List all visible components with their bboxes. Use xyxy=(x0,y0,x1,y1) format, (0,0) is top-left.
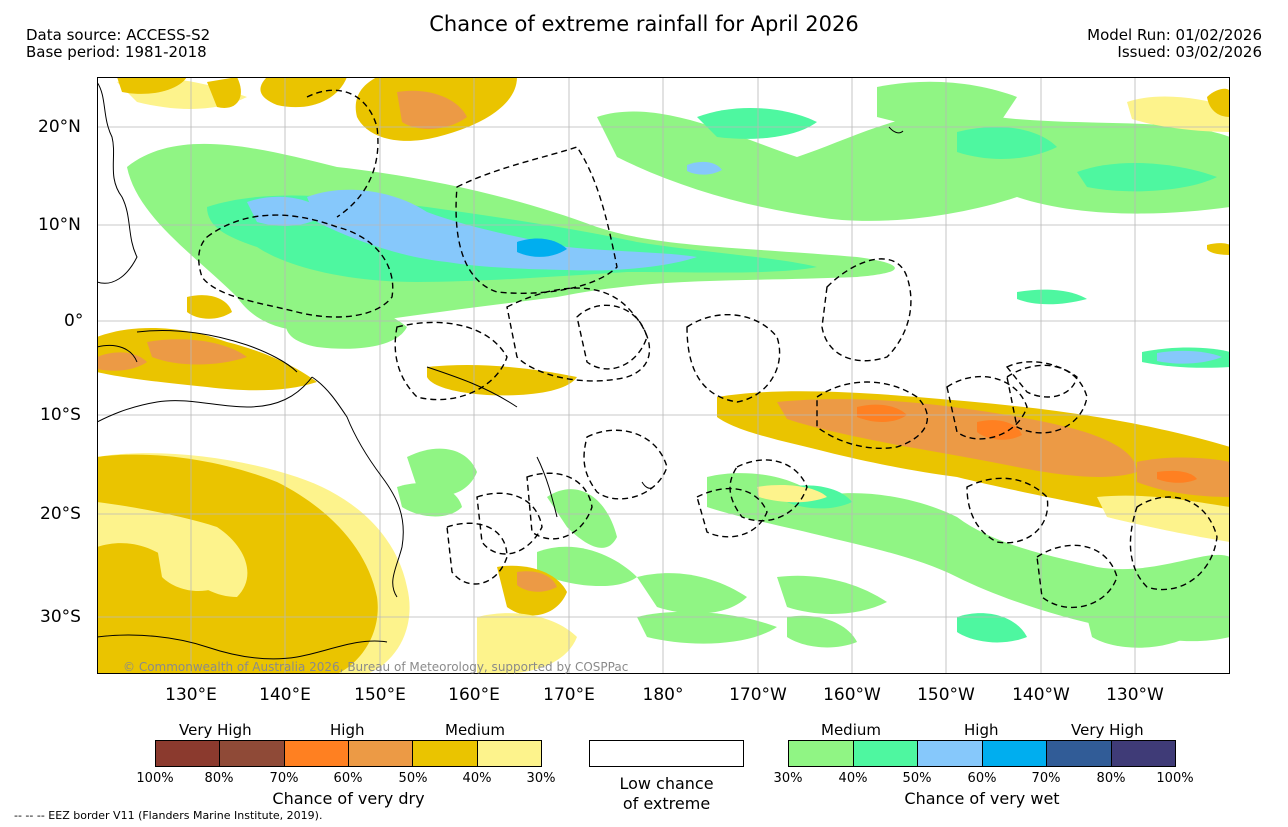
wet-swatch xyxy=(918,741,983,766)
wet-tick: 100% xyxy=(1156,771,1194,786)
dry-swatch xyxy=(348,741,414,766)
base-period: Base period: 1981-2018 xyxy=(26,43,207,61)
dry-swatch xyxy=(413,741,478,766)
dry-category-very-high: Very High xyxy=(179,721,252,739)
map-title: Chance of extreme rainfall for April 202… xyxy=(429,12,859,36)
dry-colorbar xyxy=(155,740,542,767)
wet-category-very-high: Very High xyxy=(1071,721,1144,739)
lat-label: 30°S xyxy=(40,607,81,627)
eez-borders xyxy=(198,89,1218,609)
rainfall-map xyxy=(97,77,1230,674)
lon-label: 140°E xyxy=(259,685,311,705)
lon-label: 170°W xyxy=(729,685,787,705)
wet-swatch xyxy=(1047,741,1112,766)
dry-tick: 50% xyxy=(398,771,428,786)
wet-swatch xyxy=(1111,741,1175,766)
dry-tick: 80% xyxy=(204,771,234,786)
grid-lines xyxy=(97,77,1230,674)
dry-yellow-areas xyxy=(97,77,1230,674)
coastlines xyxy=(97,81,904,660)
lat-label: 10°S xyxy=(40,405,81,425)
lon-label: 160°E xyxy=(448,685,500,705)
wet-tick: 80% xyxy=(1096,771,1126,786)
lon-label: 130°E xyxy=(165,685,217,705)
wet-category-high: High xyxy=(964,721,999,739)
dry-category-high: High xyxy=(330,721,365,739)
low-chance-label: Low chance xyxy=(619,774,714,793)
eez-note: -- -- -- EEZ border V11 (Flanders Marine… xyxy=(14,809,323,822)
wet-swatch xyxy=(853,741,918,766)
dry-category-medium: Medium xyxy=(445,721,505,739)
dry-legend-label: Chance of very dry xyxy=(272,789,425,808)
wet-category-medium: Medium xyxy=(821,721,881,739)
lat-label: 10°N xyxy=(38,215,81,235)
model-run: Model Run: 01/02/2026 xyxy=(1087,26,1262,44)
wet-tick: 40% xyxy=(838,771,868,786)
lon-label: 130°W xyxy=(1106,685,1164,705)
wet-tick: 30% xyxy=(773,771,803,786)
data-source: Data source: ACCESS-S2 xyxy=(26,26,211,44)
wet-swatch xyxy=(789,741,854,766)
wet-swatch xyxy=(982,741,1047,766)
issued-date: Issued: 03/02/2026 xyxy=(1117,43,1262,61)
dry-tick: 60% xyxy=(333,771,363,786)
lon-label: 150°E xyxy=(354,685,406,705)
lon-label: 140°W xyxy=(1012,685,1070,705)
lon-label: 170°E xyxy=(543,685,595,705)
dry-tick: 70% xyxy=(269,771,299,786)
lat-label: 0° xyxy=(64,311,84,331)
wet-colorbar xyxy=(788,740,1176,767)
lat-label: 20°S xyxy=(40,504,81,524)
lon-label: 160°W xyxy=(823,685,881,705)
wet-tick: 60% xyxy=(967,771,997,786)
low-chance-swatch xyxy=(589,740,744,767)
wet-tick: 70% xyxy=(1031,771,1061,786)
dry-swatch xyxy=(220,741,285,766)
wet-tick: 50% xyxy=(902,771,932,786)
lon-label: 150°W xyxy=(917,685,975,705)
dry-tick: 100% xyxy=(136,771,174,786)
lon-label: 180° xyxy=(642,685,684,705)
wet-legend-label: Chance of very wet xyxy=(904,789,1060,808)
copyright-note: © Commonwealth of Australia 2026, Bureau… xyxy=(123,660,629,674)
dry-tick: 30% xyxy=(526,771,556,786)
dry-swatch xyxy=(477,741,541,766)
lat-label: 20°N xyxy=(38,117,81,137)
low-chance-label-2: of extreme xyxy=(622,794,711,813)
dry-swatch xyxy=(284,741,349,766)
dry-tick: 40% xyxy=(462,771,492,786)
dry-swatch xyxy=(156,741,221,766)
